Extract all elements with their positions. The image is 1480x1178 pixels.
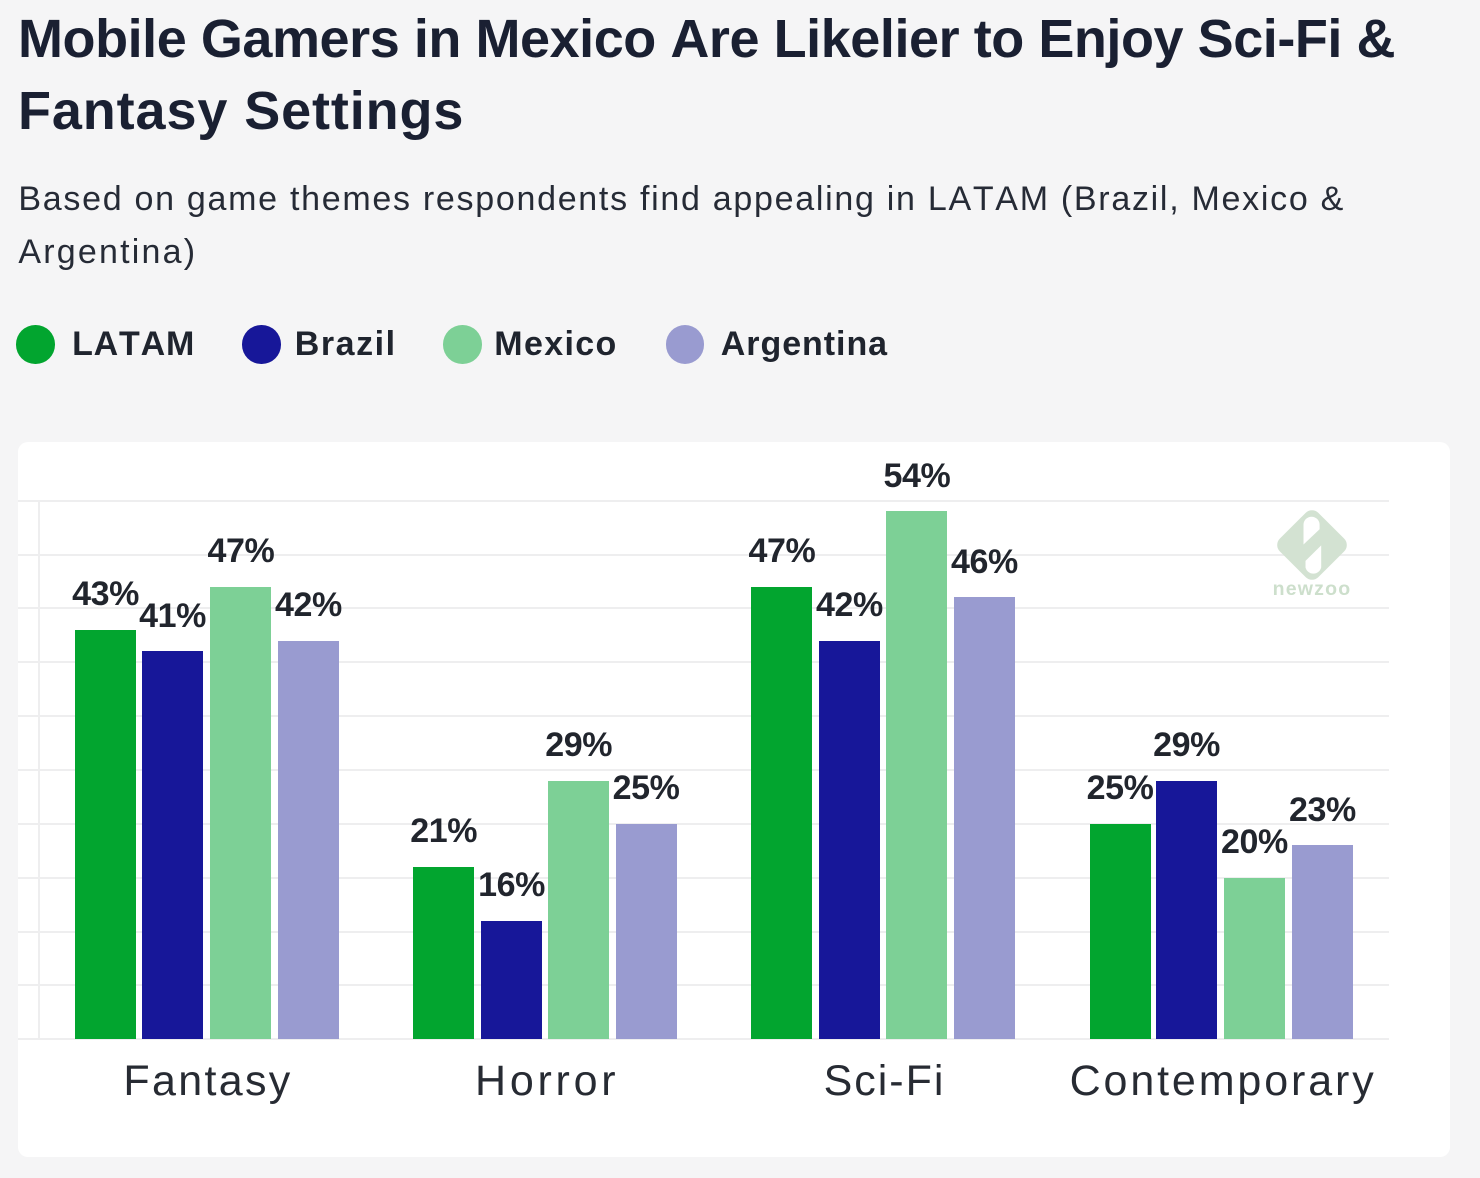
svg-text:newzoo: newzoo xyxy=(1273,578,1352,600)
